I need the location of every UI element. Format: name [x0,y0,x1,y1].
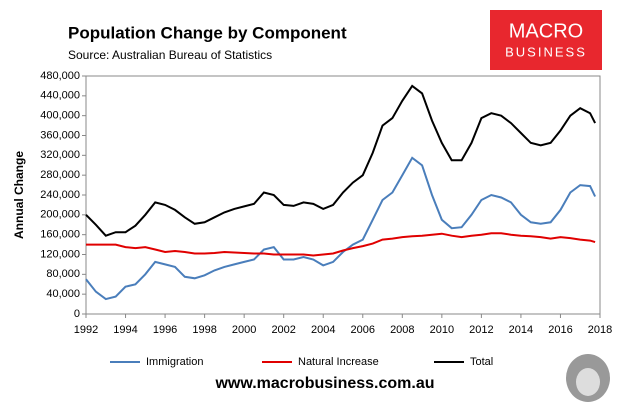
wolf-icon [566,354,610,402]
y-tick-label: 440,000 [40,90,80,102]
x-tick-label: 2002 [271,324,295,336]
legend-label: Total [470,356,493,368]
y-axis-label: Annual Change [12,151,26,239]
y-tick-label: 320,000 [40,149,80,161]
y-tick-label: 400,000 [40,110,80,122]
y-tick-label: 0 [74,308,80,320]
x-tick-label: 2010 [430,324,454,336]
x-tick-label: 2014 [509,324,533,336]
series-line [85,156,597,301]
x-tick-label: 2016 [548,324,572,336]
logo-text: MACRO [509,20,583,42]
y-tick-label: 480,000 [40,70,80,82]
x-tick-label: 1994 [113,324,137,336]
logo-box [490,10,602,70]
plot-frame [85,75,601,315]
chart-subtitle: Source: Australian Bureau of Statistics [68,48,272,62]
logo-text: BUSINESS [505,44,587,59]
y-tick-label: 160,000 [40,229,80,241]
x-tick-label: 2000 [232,324,256,336]
x-tick-label: 1996 [153,324,177,336]
chart-title: Population Change by Component [68,23,347,42]
y-tick-label: 40,000 [46,288,80,300]
y-tick-label: 240,000 [40,189,80,201]
y-tick-label: 360,000 [40,129,80,141]
series-line [86,232,596,257]
x-tick-label: 1992 [74,324,98,336]
website: www.macrobusiness.com.au [214,375,434,392]
x-tick-label: 2018 [588,324,612,336]
y-tick-label: 280,000 [40,169,80,181]
x-tick-label: 2006 [351,324,375,336]
y-tick-label: 80,000 [46,268,80,280]
series-line [85,84,596,237]
x-tick-label: 2004 [311,324,335,336]
x-tick-label: 1998 [192,324,216,336]
y-tick-label: 200,000 [40,209,80,221]
x-tick-label: 2008 [390,324,414,336]
x-tick-label: 2012 [469,324,493,336]
y-tick-label: 120,000 [40,248,80,260]
legend-label: Immigration [146,356,203,368]
legend-label: Natural Increase [298,356,379,368]
